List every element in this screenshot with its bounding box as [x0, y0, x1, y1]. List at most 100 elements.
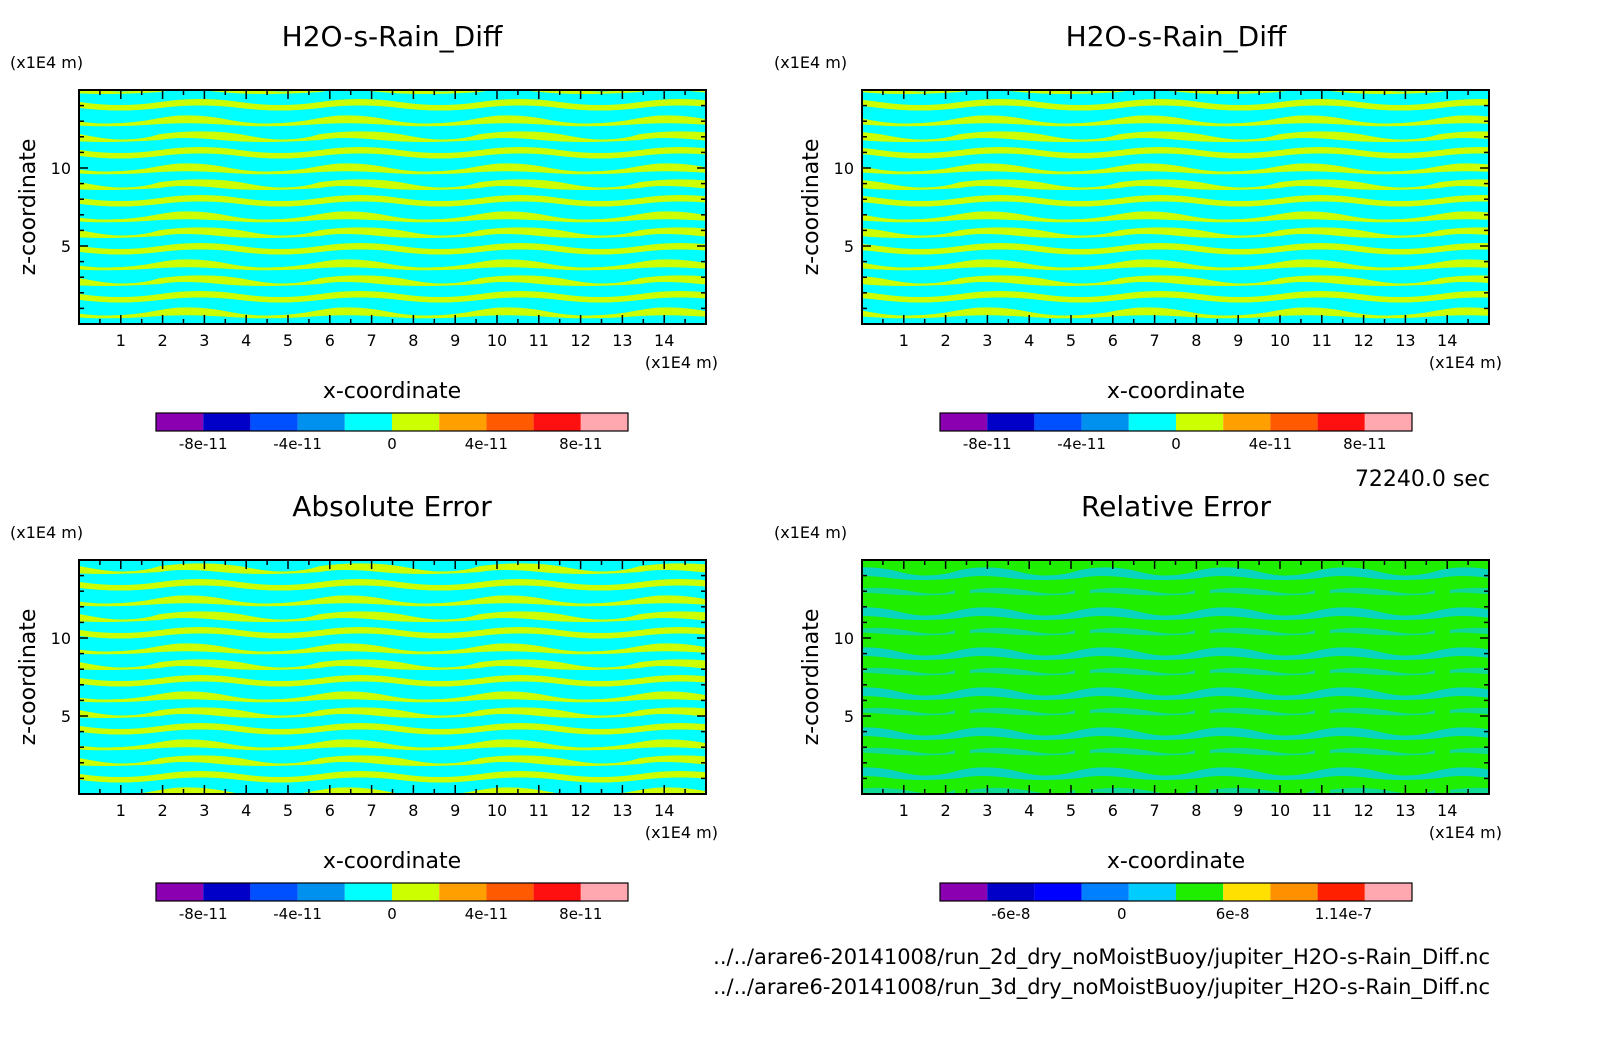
colorbar-swatch — [203, 883, 251, 901]
x-tick-label: 14 — [1437, 801, 1457, 820]
y-tick-label: 5 — [844, 707, 854, 726]
colorbar: -8e-11 -4e-11 0 4e-11 8e-11 — [155, 412, 629, 453]
colorbar: -8e-11 -4e-11 0 4e-11 8e-11 — [939, 412, 1413, 453]
x-tick-label: 4 — [1024, 331, 1034, 350]
x-axis-label: x-coordinate — [323, 379, 461, 404]
colorbar-swatch — [250, 883, 298, 901]
colorbar-tick-label: 4e-11 — [465, 905, 508, 923]
x-tick-label: 13 — [612, 331, 632, 350]
y-tick-label: 10 — [51, 629, 71, 648]
colorbar-tick-label: -8e-11 — [179, 435, 228, 453]
x-axis-label: x-coordinate — [1107, 379, 1245, 404]
y-axis-label: z-coordinate — [799, 609, 824, 746]
panel-title: Absolute Error — [292, 490, 492, 523]
x-tick-label: 9 — [450, 801, 460, 820]
x-tick-label: 10 — [487, 801, 507, 820]
x-tick-label: 7 — [367, 331, 377, 350]
y-tick-label: 10 — [834, 159, 854, 178]
colorbar-swatch — [940, 413, 988, 431]
colorbar-swatch — [156, 883, 204, 901]
colorbar-swatch — [1176, 413, 1224, 431]
heatmap-field — [79, 560, 706, 794]
x-tick-label: 12 — [570, 801, 590, 820]
x-axis-ticks: 1 2 3 4 5 6 7 8 9 10 11 12 13 14 — [99, 560, 686, 820]
panel-title: H2O-s-Rain_Diff — [282, 20, 503, 53]
panel-top-left: H2O-s-Rain_Diff (x1E4 m) 1 2 3 4 5 6 7 8 9 10 11 12… — [10, 20, 718, 453]
colorbar-swatch — [203, 413, 251, 431]
x-tick-label: 6 — [325, 801, 335, 820]
colorbar-swatch — [1081, 883, 1129, 901]
colorbar: -6e-8 0 6e-8 1.14e-7 — [939, 882, 1413, 923]
x-tick-label: 9 — [1233, 331, 1243, 350]
colorbar-swatch — [1317, 413, 1365, 431]
colorbar-frame — [939, 882, 1413, 902]
x-tick-label: 13 — [1395, 801, 1415, 820]
x-tick-label: 9 — [1233, 801, 1243, 820]
colorbar-swatch — [1364, 883, 1412, 901]
x-tick-label: 1 — [116, 801, 126, 820]
panel-bottom-right: Relative Error (x1E4 m) 1 2 3 4 5 6 7 8 9 10 11 12 1… — [774, 490, 1502, 923]
x-tick-label: 3 — [982, 331, 992, 350]
colorbar-tick-label: 6e-8 — [1216, 905, 1250, 923]
colorbar-swatch — [1364, 413, 1412, 431]
y-axis-ticks: 5 10 — [834, 574, 1489, 780]
colorbar-swatch — [987, 883, 1035, 901]
x-tick-label: 13 — [1395, 331, 1415, 350]
colorbar-swatch — [1081, 413, 1129, 431]
colorbar-swatch — [1270, 883, 1318, 901]
colorbar: -8e-11 -4e-11 0 4e-11 8e-11 — [155, 882, 629, 923]
colorbar-swatch — [439, 883, 487, 901]
x-tick-label: 4 — [241, 331, 251, 350]
colorbar-tick-label: 8e-11 — [1343, 435, 1386, 453]
panel-title: Relative Error — [1081, 490, 1272, 523]
x-tick-label: 1 — [116, 331, 126, 350]
x-tick-label: 10 — [1270, 331, 1290, 350]
x-axis-ticks: 1 2 3 4 5 6 7 8 9 10 11 12 13 14 — [882, 560, 1469, 820]
colorbar-swatch — [1128, 883, 1176, 901]
colorbar-swatch — [1034, 413, 1082, 431]
colorbar-swatch — [1176, 883, 1224, 901]
x-tick-label: 9 — [450, 331, 460, 350]
x-tick-label: 14 — [1437, 331, 1457, 350]
x-tick-label: 11 — [1312, 331, 1332, 350]
colorbar-tick-label: 4e-11 — [465, 435, 508, 453]
x-unit-label: (x1E4 m) — [645, 823, 718, 842]
colorbar-swatch — [940, 883, 988, 901]
colorbar-swatch — [1317, 883, 1365, 901]
file-path-2: ../../arare6-20141008/run_3d_dry_noMoist… — [713, 975, 1490, 1000]
y-tick-label: 5 — [844, 237, 854, 256]
y-axis-ticks: 5 10 — [51, 104, 706, 310]
heatmap-field — [862, 560, 1489, 794]
colorbar-tick-label: -4e-11 — [273, 435, 322, 453]
x-tick-label: 10 — [1270, 801, 1290, 820]
colorbar-swatch — [297, 413, 345, 431]
colorbar-tick-label: -4e-11 — [273, 905, 322, 923]
colorbar-swatch — [344, 413, 392, 431]
x-axis-label: x-coordinate — [1107, 849, 1245, 874]
y-tick-label: 5 — [61, 707, 71, 726]
colorbar-tick-label: 8e-11 — [559, 435, 602, 453]
y-tick-label: 10 — [834, 629, 854, 648]
y-unit-label: (x1E4 m) — [774, 523, 847, 542]
x-tick-label: 8 — [408, 331, 418, 350]
y-axis-label: z-coordinate — [16, 139, 41, 276]
x-tick-label: 7 — [1150, 801, 1160, 820]
colorbar-tick-label: 0 — [387, 905, 397, 923]
x-tick-label: 7 — [367, 801, 377, 820]
x-tick-label: 5 — [1066, 331, 1076, 350]
panel-bottom-left: Absolute Error (x1E4 m) 1 2 3 4 5 6 7 8 9 10 11 12 1… — [10, 490, 718, 923]
x-tick-label: 3 — [982, 801, 992, 820]
colorbar-swatch — [987, 413, 1035, 431]
x-tick-label: 6 — [325, 331, 335, 350]
panel-top-right: H2O-s-Rain_Diff (x1E4 m) 1 2 3 4 5 6 7 8 9 10 11 12… — [774, 20, 1502, 453]
x-tick-label: 1 — [899, 801, 909, 820]
x-tick-label: 11 — [529, 331, 549, 350]
x-tick-label: 8 — [1191, 331, 1201, 350]
colorbar-swatch — [533, 883, 581, 901]
x-tick-label: 6 — [1108, 801, 1118, 820]
x-unit-label: (x1E4 m) — [1429, 353, 1502, 372]
x-axis-ticks: 1 2 3 4 5 6 7 8 9 10 11 12 13 14 — [99, 90, 686, 350]
x-tick-label: 14 — [654, 801, 674, 820]
x-tick-label: 13 — [612, 801, 632, 820]
x-tick-label: 5 — [283, 331, 293, 350]
